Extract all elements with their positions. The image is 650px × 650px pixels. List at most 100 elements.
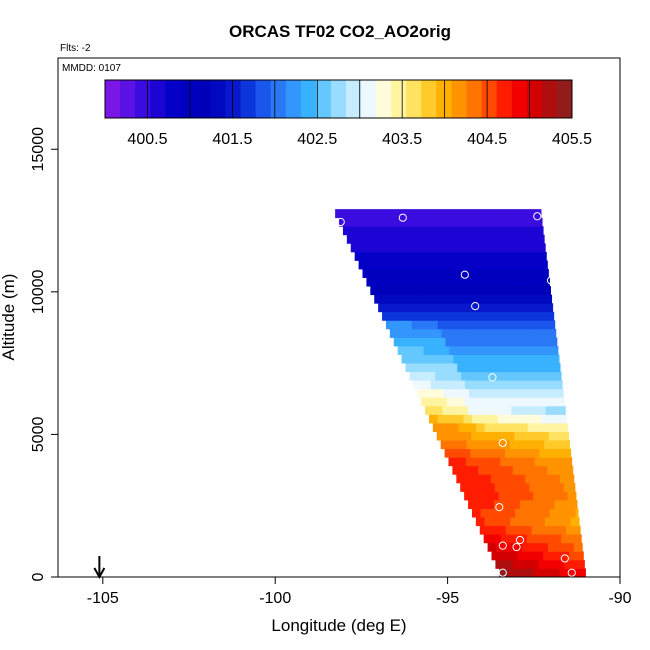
field-cell-166: [500, 457, 510, 467]
field-cell-276: [472, 397, 482, 407]
field-cell-55: [479, 525, 489, 535]
field-cell-78: [570, 517, 580, 527]
field-cell-170: [534, 457, 544, 467]
field-cell-340: [405, 363, 415, 373]
field-cell-263: [511, 405, 521, 415]
field-cell-301: [537, 388, 547, 398]
field-cell-205: [436, 431, 446, 441]
field-cell-130: [563, 482, 573, 492]
field-cell-533: [508, 286, 518, 296]
field-cell-223: [450, 423, 460, 432]
field-cell-549: [461, 277, 471, 287]
field-cell-438: [411, 320, 421, 330]
field-cell-443: [454, 320, 464, 330]
field-cell-176: [453, 448, 463, 458]
sample-point-5: [471, 301, 480, 311]
colorbar-swatch-25: [481, 80, 498, 118]
field-cell-362: [436, 354, 446, 364]
field-cell-126: [529, 482, 539, 492]
field-cell-665: [476, 234, 486, 244]
field-cell-469: [502, 311, 512, 321]
field-cell-572: [465, 269, 475, 278]
sample-point-10: [588, 444, 597, 453]
field-cell-509: [486, 294, 496, 304]
field-cell-735: [455, 209, 465, 219]
field-cell-708: [433, 217, 443, 227]
field-cell-220: [566, 431, 569, 441]
field-cell-238: [437, 414, 447, 424]
field-cell-225: [467, 423, 477, 432]
field-cell-656: [398, 234, 408, 244]
field-cell-348: [474, 363, 484, 373]
field-cell-460: [425, 311, 435, 321]
field-cell-490: [507, 303, 517, 313]
field-cell-13: [521, 559, 531, 569]
sample-point-2: [336, 217, 345, 227]
field-cell-562: [379, 269, 389, 278]
field-cell-387: [483, 346, 493, 355]
field-cell-34: [504, 542, 514, 552]
field-cell-161: [457, 457, 467, 467]
field-cell-116: [558, 491, 568, 501]
colorbar-swatch-26: [496, 80, 513, 118]
field-cell-420: [432, 328, 442, 338]
field-cell-15: [538, 559, 548, 569]
field-cell-594: [462, 260, 472, 270]
field-cell-68: [484, 517, 494, 527]
field-cell-40: [556, 542, 566, 552]
field-cell-715: [494, 217, 504, 227]
field-cell-65: [565, 525, 575, 535]
field-cell-285: [550, 397, 560, 407]
field-cell-337: [538, 371, 548, 381]
field-cell-553: [495, 277, 505, 287]
field-cell-201: [535, 440, 545, 450]
field-cell-690: [489, 226, 499, 236]
field-cell-731: [421, 209, 431, 219]
field-cell-86: [532, 508, 542, 518]
field-cell-410: [514, 337, 524, 347]
field-cell-699: [356, 217, 366, 227]
field-cell-360: [418, 354, 428, 364]
field-cell-474: [545, 311, 555, 321]
field-cell-196: [492, 440, 502, 450]
x-tick-label: -100: [259, 590, 291, 607]
field-cell-151: [495, 465, 505, 475]
field-cell-570: [448, 269, 458, 278]
field-cell-325: [435, 371, 445, 381]
field-cell-179: [479, 448, 489, 458]
field-cell-318: [533, 380, 544, 390]
field-cell-672: [536, 234, 545, 244]
field-cell-322: [409, 371, 419, 381]
field-cell-31: [577, 551, 584, 561]
field-cell-714: [485, 217, 495, 227]
field-cell-404: [462, 337, 472, 347]
field-cell-307: [439, 380, 449, 390]
field-cell-527: [456, 286, 466, 296]
field-cell-654: [381, 234, 391, 244]
field-cell-445: [472, 320, 482, 330]
field-cell-529: [473, 286, 483, 296]
colorbar-tick-label: 405.5: [552, 131, 592, 148]
arrow-head: [93, 567, 106, 580]
field-cell-592: [444, 260, 454, 270]
field-cell-395: [552, 346, 559, 355]
x-axis-label: Longitude (deg E): [271, 616, 406, 635]
field-cell-470: [511, 311, 521, 321]
field-cell-245: [497, 414, 507, 424]
x-axis: -105 -100 -95 -90: [87, 576, 632, 607]
field-cell-224: [458, 423, 468, 432]
field-cell-670: [519, 234, 529, 244]
field-cell-228: [493, 423, 503, 432]
field-cell-382: [440, 346, 450, 355]
field-cell-718: [520, 217, 530, 227]
field-cell-162: [465, 457, 475, 467]
field-cell-412: [531, 337, 541, 347]
field-cell-182: [504, 448, 514, 458]
field-cell-653: [372, 234, 382, 244]
field-cell-254: [433, 405, 443, 415]
field-cell-683: [429, 226, 439, 236]
field-cell-686: [455, 226, 465, 236]
field-cell-3: [525, 568, 535, 578]
field-cell-143: [551, 474, 561, 484]
field-cell-334: [512, 371, 522, 381]
